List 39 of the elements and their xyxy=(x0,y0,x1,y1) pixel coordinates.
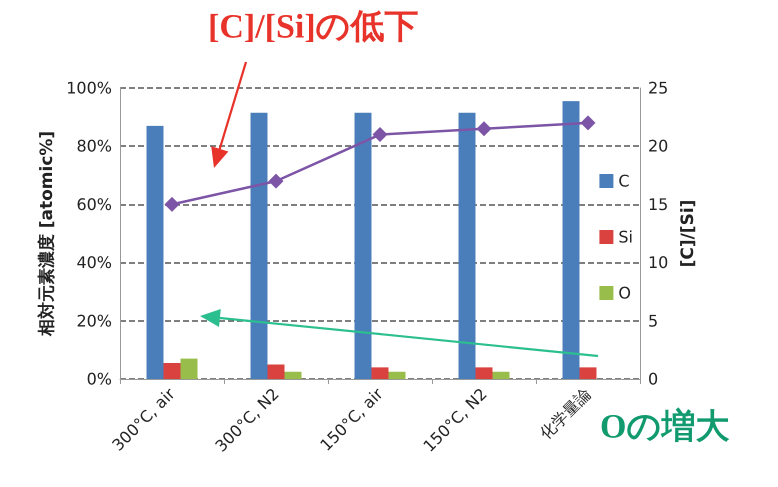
point xyxy=(580,115,596,130)
bar xyxy=(476,367,492,379)
bar xyxy=(268,364,284,379)
bar xyxy=(250,112,268,379)
x-tick-label: 化学量論 xyxy=(536,384,595,443)
y-tick-label: 0% xyxy=(86,370,112,388)
y2-tick-label: 25 xyxy=(648,78,668,98)
bar xyxy=(354,112,372,379)
y-tick-label: 20% xyxy=(76,311,112,330)
point xyxy=(268,174,284,189)
y2-axis-title: [C]/[Si] xyxy=(678,200,698,268)
y2-tick-label: 15 xyxy=(648,194,668,214)
bar xyxy=(372,367,388,379)
y2-tick-label: 5 xyxy=(648,311,658,330)
y-tick-label: 40% xyxy=(76,253,112,272)
y2-tick-label: 0 xyxy=(648,370,658,388)
bar xyxy=(492,372,510,379)
point xyxy=(372,127,388,142)
bar xyxy=(180,358,198,379)
bar xyxy=(562,101,580,379)
bar xyxy=(458,112,476,379)
text: Oの増大 xyxy=(600,406,730,446)
bar xyxy=(580,367,596,379)
y-tick-label: 100% xyxy=(66,78,112,98)
bar xyxy=(164,362,180,379)
bar xyxy=(146,126,164,379)
y2-tick-label: 10 xyxy=(648,253,668,272)
bar xyxy=(284,372,302,379)
legend-label: C xyxy=(618,172,630,190)
point xyxy=(164,196,180,212)
point xyxy=(476,121,492,136)
legend-label: O xyxy=(618,284,631,302)
y-axis-title: 相対元素濃度 [atomic%] xyxy=(36,130,57,338)
text: [C]/[Si]の低下 xyxy=(208,8,419,46)
legend-label: Si xyxy=(618,228,634,246)
y-tick-label: 80% xyxy=(76,136,112,156)
bar xyxy=(388,372,406,379)
y-tick-label: 60% xyxy=(76,194,112,214)
y2-tick-label: 20 xyxy=(648,136,668,156)
